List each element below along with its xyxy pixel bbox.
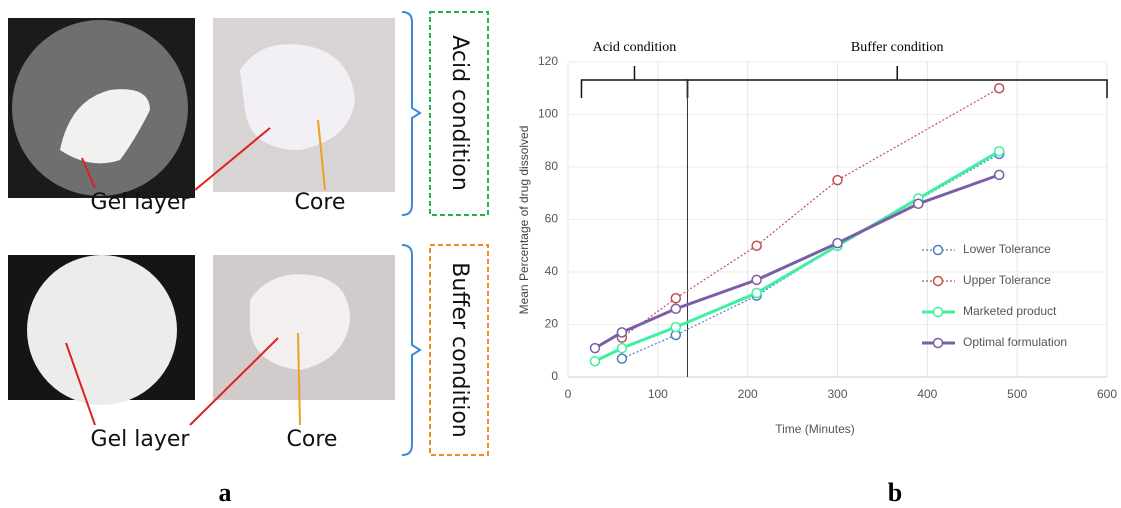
label: Gel layer bbox=[91, 190, 191, 215]
x-axis-title: Time (Minutes) bbox=[775, 422, 855, 436]
point bbox=[671, 304, 680, 313]
point bbox=[671, 323, 680, 332]
y-tick-label: 80 bbox=[545, 159, 559, 173]
y-tick-label: 100 bbox=[538, 107, 558, 121]
point bbox=[995, 84, 1004, 93]
y-tick-label: 20 bbox=[545, 317, 559, 331]
legend-label: Upper Tolerance bbox=[963, 273, 1051, 287]
point bbox=[671, 294, 680, 303]
legend-label: Marketed product bbox=[963, 304, 1057, 318]
point bbox=[833, 176, 842, 185]
legend-marker bbox=[934, 246, 943, 255]
point bbox=[995, 147, 1004, 156]
y-tick-label: 60 bbox=[545, 212, 559, 226]
label: Core bbox=[295, 190, 346, 215]
point bbox=[617, 344, 626, 353]
legend-marker bbox=[934, 308, 943, 317]
x-tick-label: 0 bbox=[565, 387, 572, 401]
legend-marker bbox=[934, 339, 943, 348]
x-tick-label: 600 bbox=[1097, 387, 1117, 401]
condition: Buffer condition bbox=[447, 262, 472, 437]
point bbox=[590, 357, 599, 366]
panel-label: b bbox=[888, 478, 902, 507]
label: Gel layer bbox=[91, 427, 191, 452]
x-tick-label: 400 bbox=[917, 387, 937, 401]
x-tick-label: 100 bbox=[648, 387, 668, 401]
x-tick-label: 200 bbox=[738, 387, 758, 401]
annotation: Buffer condition bbox=[851, 40, 944, 55]
point bbox=[617, 354, 626, 363]
figure: Gel layer Core Gel layer Core Acid condi… bbox=[0, 0, 1121, 508]
series-line bbox=[595, 151, 999, 361]
legend-label: Optimal formulation bbox=[963, 335, 1067, 349]
bracket bbox=[581, 66, 687, 98]
point bbox=[752, 289, 761, 298]
legend-label: Lower Tolerance bbox=[963, 242, 1051, 256]
label: Core bbox=[287, 427, 338, 452]
point bbox=[752, 275, 761, 284]
legend-marker bbox=[934, 277, 943, 286]
point bbox=[617, 328, 626, 337]
y-tick-label: 40 bbox=[545, 264, 559, 278]
bracket bbox=[687, 66, 1107, 98]
series-line bbox=[595, 175, 999, 348]
point bbox=[914, 199, 923, 208]
y-axis-title: Mean Percentage of drug dissolved bbox=[517, 126, 531, 315]
x-tick-label: 500 bbox=[1007, 387, 1027, 401]
y-tick-label: 0 bbox=[551, 369, 558, 383]
x-tick-label: 300 bbox=[827, 387, 847, 401]
panel-label: a bbox=[219, 478, 232, 507]
point bbox=[752, 241, 761, 250]
point bbox=[590, 344, 599, 353]
annotation: Acid condition bbox=[593, 40, 677, 55]
point bbox=[995, 170, 1004, 179]
y-tick-label: 120 bbox=[538, 54, 558, 68]
point bbox=[833, 239, 842, 248]
condition: Acid condition bbox=[447, 35, 472, 191]
